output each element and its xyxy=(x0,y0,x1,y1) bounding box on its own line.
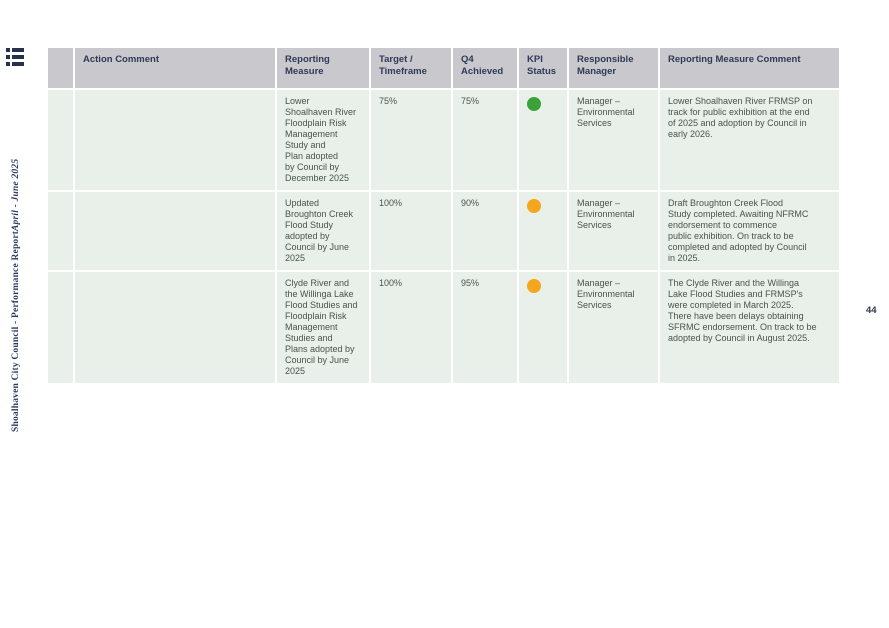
header-target-timeframe: Target / Timeframe xyxy=(371,48,451,88)
kpi-status-dot xyxy=(527,199,541,213)
header-reporting-measure-comment: Reporting Measure Comment xyxy=(660,48,839,88)
table-header-row: Action Comment Reporting Measure Target … xyxy=(48,48,839,88)
kpi-status-dot xyxy=(527,279,541,293)
header-spacer xyxy=(48,48,73,88)
cell-target-timeframe: 75% xyxy=(371,90,451,190)
header-responsible-manager: Responsible Manager xyxy=(569,48,658,88)
table-row: Clyde River and the Willinga Lake Flood … xyxy=(48,272,839,383)
cell-reporting-measure-comment: The Clyde River and the Willinga Lake Fl… xyxy=(660,272,839,383)
cell-responsible-manager: Manager – Environmental Services xyxy=(569,272,658,383)
cell-target-timeframe: 100% xyxy=(371,192,451,270)
cell-q4-achieved: 75% xyxy=(453,90,517,190)
cell-responsible-manager: Manager – Environmental Services xyxy=(569,192,658,270)
cell-reporting-measure: Clyde River and the Willinga Lake Flood … xyxy=(277,272,369,383)
cell-kpi-status xyxy=(519,90,567,190)
list-bar xyxy=(12,62,24,66)
header-action-comment: Action Comment xyxy=(75,48,275,88)
cell-reporting-measure-comment: Lower Shoalhaven River FRMSP on track fo… xyxy=(660,90,839,190)
sidebar-title-main: Shoalhaven City Council - Performance Re… xyxy=(11,230,21,432)
cell-reporting-measure: Updated Broughton Creek Flood Study adop… xyxy=(277,192,369,270)
cell-reporting-measure: Lower Shoalhaven River Floodplain Risk M… xyxy=(277,90,369,190)
header-q4-achieved: Q4 Achieved xyxy=(453,48,517,88)
header-kpi-status: KPI Status xyxy=(519,48,567,88)
cell-action-comment xyxy=(75,90,275,190)
sidebar-title-period: April - June 2025 xyxy=(11,158,21,231)
cell-reporting-measure-comment: Draft Broughton Creek Flood Study comple… xyxy=(660,192,839,270)
list-bullet xyxy=(6,62,10,66)
page-number: 44 xyxy=(866,305,877,316)
list-bar xyxy=(12,55,24,59)
table-row: Lower Shoalhaven River Floodplain Risk M… xyxy=(48,90,839,190)
cell-kpi-status xyxy=(519,192,567,270)
kpi-status-dot xyxy=(527,97,541,111)
list-bullet xyxy=(6,55,10,59)
cell-responsible-manager: Manager – Environmental Services xyxy=(569,90,658,190)
cell-spacer xyxy=(48,90,73,190)
cell-action-comment xyxy=(75,272,275,383)
cell-action-comment xyxy=(75,192,275,270)
cell-target-timeframe: 100% xyxy=(371,272,451,383)
header-reporting-measure: Reporting Measure xyxy=(277,48,369,88)
table-row: Updated Broughton Creek Flood Study adop… xyxy=(48,192,839,270)
list-bar xyxy=(12,48,24,52)
performance-report-table: Action Comment Reporting Measure Target … xyxy=(46,46,841,385)
cell-q4-achieved: 90% xyxy=(453,192,517,270)
cell-q4-achieved: 95% xyxy=(453,272,517,383)
list-menu-icon[interactable] xyxy=(6,48,24,66)
document-sidebar-title: Shoalhaven City Council - Performance Re… xyxy=(7,152,25,438)
cell-spacer xyxy=(48,272,73,383)
cell-kpi-status xyxy=(519,272,567,383)
cell-spacer xyxy=(48,192,73,270)
list-bullet xyxy=(6,48,10,52)
